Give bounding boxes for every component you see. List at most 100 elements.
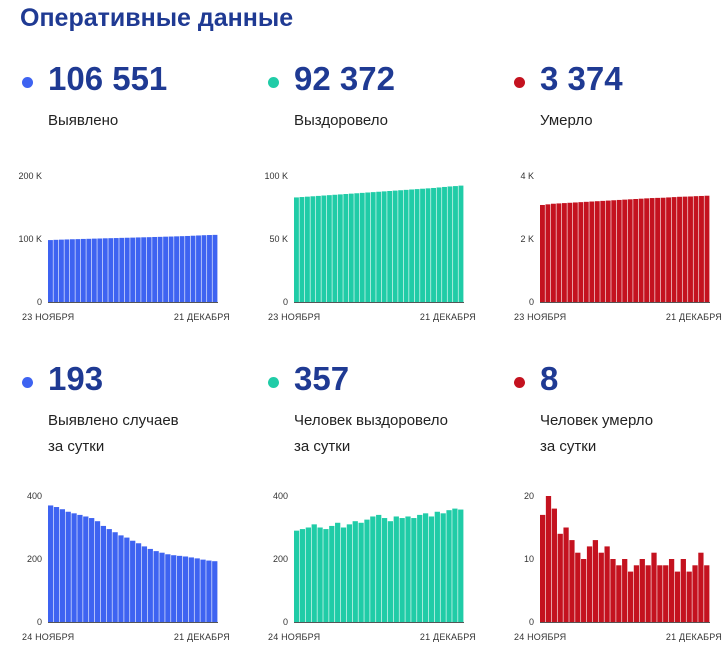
y-tick-label: 400: [273, 491, 288, 501]
bar: [671, 197, 677, 302]
bar: [53, 507, 60, 622]
bar-chart: 0 200 400 24 НОЯБРЯ 21 ДЕКАБРЯ: [266, 488, 481, 648]
y-tick-label: 50 K: [269, 234, 288, 244]
bar: [365, 192, 371, 302]
y-tick-label: 0: [283, 297, 288, 307]
bar: [638, 198, 644, 302]
y-tick-label: 200: [273, 554, 288, 564]
stat-label: Выздоровело: [294, 108, 388, 134]
y-tick-label: 0: [529, 617, 534, 627]
bar: [392, 190, 398, 302]
bar: [540, 514, 546, 622]
bar: [323, 529, 329, 622]
bar: [428, 516, 435, 622]
bar: [604, 546, 610, 622]
bar: [135, 237, 141, 302]
bar: [165, 554, 171, 622]
bar: [97, 238, 103, 302]
bar: [65, 511, 71, 622]
bar: [305, 527, 311, 622]
x-end-label: 21 ДЕКАБРЯ: [666, 312, 722, 322]
bar: [106, 529, 112, 622]
stat-value: 106 551: [48, 60, 168, 97]
bar: [458, 185, 464, 302]
bar: [668, 559, 675, 622]
bar: [405, 516, 411, 622]
bar: [188, 557, 194, 622]
bar: [352, 521, 358, 622]
bar-chart: 0 2 K 4 K 23 НОЯБРЯ 21 ДЕКАБРЯ: [512, 168, 722, 328]
bar: [431, 187, 436, 302]
bar-chart: 0 200 400 24 НОЯБРЯ 21 ДЕКАБРЯ: [20, 488, 235, 648]
stat-label-line: за сутки: [294, 438, 351, 455]
bar: [58, 239, 64, 302]
x-start-label: 24 НОЯБРЯ: [268, 632, 320, 642]
y-tick-label: 4 K: [520, 171, 534, 181]
bar: [645, 565, 651, 622]
bar: [152, 236, 158, 302]
bar: [557, 533, 563, 622]
stat-card-confirmed: 106 551 Выявлено 0 100 K 200 K 23 НОЯБРЯ 21 ДЕ…: [18, 58, 260, 358]
bar: [693, 196, 699, 302]
bar: [381, 191, 387, 302]
bar: [616, 565, 622, 622]
bar: [86, 238, 92, 302]
bar: [77, 514, 83, 622]
bar: [124, 237, 130, 302]
stat-label: Человек умерло за сутки: [540, 408, 653, 460]
bar: [682, 196, 688, 302]
x-start-label: 24 НОЯБРЯ: [22, 632, 74, 642]
bar: [310, 196, 316, 302]
bar: [420, 188, 426, 302]
bar: [598, 552, 604, 622]
bar: [458, 509, 464, 622]
bar: [425, 188, 431, 302]
bar: [575, 552, 581, 622]
bar: [677, 196, 682, 302]
bar: [545, 496, 552, 622]
bar: [53, 239, 59, 302]
bar: [80, 238, 86, 302]
x-start-label: 24 НОЯБРЯ: [514, 632, 566, 642]
bar: [545, 204, 551, 302]
y-tick-label: 0: [37, 297, 42, 307]
bar: [194, 558, 200, 622]
bar: [411, 518, 417, 622]
bar: [176, 555, 183, 622]
bar: [311, 524, 317, 622]
bar: [422, 513, 429, 622]
stat-label-line: Умерло: [540, 112, 593, 129]
bar: [686, 571, 692, 622]
bar: [605, 200, 611, 302]
bar: [112, 532, 118, 622]
y-tick-label: 400: [27, 491, 42, 501]
bar: [663, 565, 669, 622]
bar: [633, 565, 640, 622]
bar: [398, 190, 404, 302]
bar: [447, 186, 453, 302]
stat-label-line: Выздоровело: [294, 112, 389, 129]
bar: [354, 193, 360, 302]
bar: [540, 204, 545, 302]
legend-dot-icon: [514, 77, 525, 88]
legend-dot-icon: [22, 377, 33, 388]
bar: [130, 237, 136, 302]
bar: [409, 189, 415, 302]
bar: [393, 516, 399, 622]
y-tick-label: 100 K: [18, 234, 42, 244]
bar: [655, 197, 661, 302]
stat-label: Человек выздоровело за сутки: [294, 408, 448, 460]
bar: [358, 522, 364, 622]
x-start-label: 23 НОЯБРЯ: [22, 312, 74, 322]
bar: [567, 202, 573, 302]
bar: [581, 559, 587, 622]
bar: [157, 236, 163, 302]
x-start-label: 23 НОЯБРЯ: [514, 312, 566, 322]
bar: [610, 559, 616, 622]
stat-card-recovered: 92 372 Выздоровело 0 50 K 100 K 23 НОЯБРЯ 21 Д…: [264, 58, 506, 358]
bar: [572, 202, 578, 302]
bar: [94, 521, 101, 622]
bar: [569, 540, 575, 622]
bar: [704, 195, 710, 302]
bar: [171, 555, 177, 622]
